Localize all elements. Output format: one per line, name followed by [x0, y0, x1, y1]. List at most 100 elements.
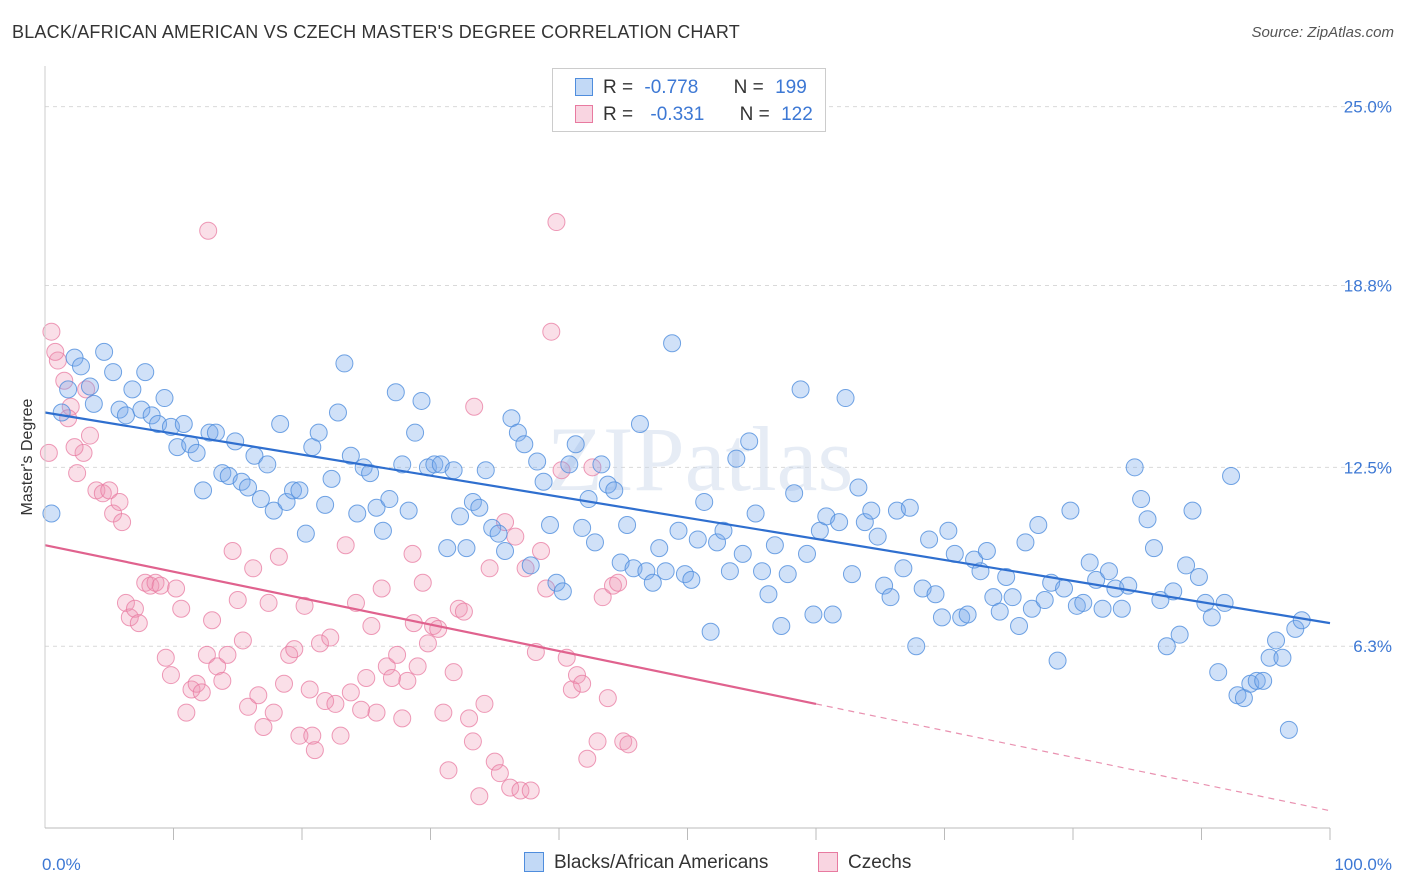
- black-point: [560, 455, 579, 474]
- black-point: [1144, 539, 1163, 558]
- black-point: [1189, 567, 1208, 586]
- black-point: [720, 562, 739, 581]
- black-point: [1029, 516, 1048, 535]
- czech-point: [244, 559, 263, 578]
- czech-point: [125, 599, 144, 618]
- black-point: [393, 455, 412, 474]
- czech-point: [465, 397, 484, 416]
- czech-point: [567, 666, 586, 685]
- czech-point: [408, 657, 427, 676]
- czech-point: [167, 579, 186, 598]
- black-point: [1061, 501, 1080, 520]
- czech-point: [303, 726, 322, 745]
- bottom-legend-label: Blacks/African Americans: [554, 852, 769, 873]
- czech-point: [511, 781, 530, 800]
- czech-point: [208, 657, 227, 676]
- black-point: [842, 565, 861, 584]
- czech-point: [521, 781, 540, 800]
- black-point: [534, 472, 553, 491]
- black-point: [1074, 593, 1093, 612]
- black-point: [830, 513, 849, 532]
- czech-point: [80, 426, 99, 445]
- black-point: [367, 498, 386, 517]
- czech-point: [213, 671, 232, 690]
- czech-point: [362, 617, 381, 636]
- black-point: [714, 521, 733, 540]
- black-point: [496, 541, 515, 560]
- black-point: [1170, 625, 1189, 644]
- czech-point: [393, 709, 412, 728]
- black-point: [1132, 490, 1151, 509]
- czech-point: [578, 749, 597, 768]
- czech-point: [120, 608, 139, 627]
- black-point: [785, 484, 804, 503]
- black-point: [444, 461, 463, 480]
- czech-point: [65, 438, 84, 457]
- czech-point: [403, 544, 422, 563]
- black-point: [341, 446, 360, 465]
- czech-point: [182, 680, 201, 699]
- czech-point: [146, 573, 165, 592]
- black-point: [1222, 466, 1241, 485]
- black-point: [1177, 556, 1196, 575]
- black-point: [592, 455, 611, 474]
- black-point: [290, 481, 309, 500]
- czech-point: [463, 732, 482, 751]
- black-point: [881, 588, 900, 607]
- legend-n-value: 199: [775, 77, 807, 98]
- black-point: [457, 539, 476, 558]
- black-points: [42, 334, 1311, 739]
- black-point: [309, 423, 328, 442]
- czech-point: [439, 761, 458, 780]
- black-point: [772, 617, 791, 636]
- black-point: [328, 403, 347, 422]
- black-point: [875, 576, 894, 595]
- czech-point: [199, 221, 218, 240]
- black-point: [71, 357, 90, 376]
- czech-point: [398, 671, 417, 690]
- black-point: [386, 383, 405, 402]
- black-point: [1022, 599, 1041, 618]
- black-point: [804, 605, 823, 624]
- black-point: [541, 516, 560, 535]
- czech-point: [203, 611, 222, 630]
- czech-point: [100, 481, 119, 500]
- czech-point: [475, 694, 494, 713]
- y-tick-label: 12.5%: [1344, 458, 1392, 477]
- black-point: [52, 403, 71, 422]
- black-point: [515, 435, 534, 454]
- black-point: [373, 521, 392, 540]
- black-point: [1035, 591, 1054, 610]
- x-tick-label: 100.0%: [1334, 855, 1392, 874]
- czech-point: [110, 492, 129, 511]
- czech-point: [61, 397, 80, 416]
- black-point: [1138, 510, 1157, 529]
- czech-point: [316, 692, 335, 711]
- black-point: [174, 415, 193, 434]
- czech-point: [382, 668, 401, 687]
- black-point: [95, 342, 114, 361]
- czech-point: [228, 591, 247, 610]
- czech-point: [321, 628, 340, 647]
- czech-point: [501, 778, 520, 797]
- legend-r-label: R =: [603, 104, 634, 125]
- czech-point: [223, 541, 242, 560]
- czech-point: [413, 573, 432, 592]
- black-point: [868, 527, 887, 546]
- black-point: [573, 518, 592, 537]
- black-point: [1099, 562, 1118, 581]
- black-point: [958, 605, 977, 624]
- black-point: [791, 380, 810, 399]
- black-point: [226, 432, 245, 451]
- czech-point: [603, 576, 622, 595]
- black-point: [765, 536, 784, 555]
- legend: R = -0.778 N = 199 R = -0.331 N = 122: [552, 68, 826, 132]
- black-point: [335, 354, 354, 373]
- black-point: [1157, 637, 1176, 656]
- black-point: [80, 377, 99, 396]
- bottom-legend-blacks: Blacks/African Americans: [524, 852, 768, 874]
- black-point: [42, 504, 61, 523]
- black-point: [701, 622, 720, 641]
- czech-point: [177, 703, 196, 722]
- czech-point: [516, 559, 535, 578]
